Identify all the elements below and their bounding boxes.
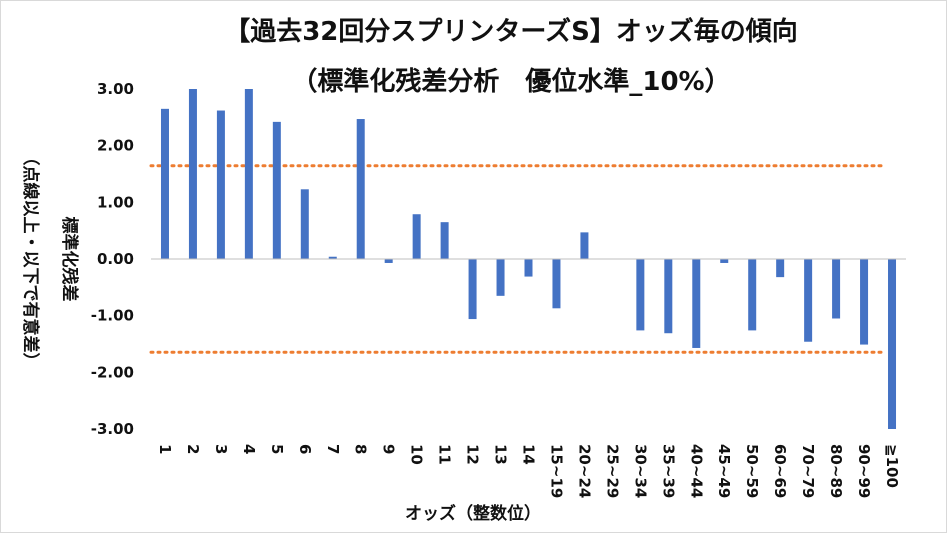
x-tick-label: 2 [184, 444, 202, 454]
x-tick-label: 35~39 [659, 444, 677, 498]
y-tick-label: 2.00 [97, 137, 134, 155]
x-tick-label: 90~99 [855, 444, 873, 498]
x-tick-label: 3 [212, 444, 230, 454]
bar [412, 214, 421, 259]
x-tick-label: 80~89 [827, 444, 845, 498]
x-tick-label: 50~59 [743, 444, 761, 498]
y-tick-label: 1.00 [97, 193, 134, 211]
bar [244, 89, 253, 259]
bar [216, 110, 225, 260]
x-tick-label: 14 [520, 444, 538, 465]
y-tick-label: 3.00 [97, 80, 134, 98]
x-tick-label: 11 [436, 444, 454, 465]
bar [272, 121, 281, 259]
y-tick-label: 0.00 [97, 250, 134, 268]
bar [664, 259, 673, 334]
y-tick-label: -1.00 [91, 307, 134, 325]
chart-subtitle: （標準化残差分析 優位水準_10%） [291, 67, 731, 97]
y-tick-label: -3.00 [91, 420, 134, 438]
x-axis-ticks: 1 2 3 4 5 6 7 8 9 10 11 12 13 14 15~19 20~24 25~29 30~34 3… [156, 444, 901, 498]
bar [804, 259, 813, 342]
x-tick-label: 45~49 [715, 444, 733, 498]
bar [384, 259, 393, 263]
bar [580, 232, 589, 259]
x-tick-label: ≧100 [883, 444, 901, 488]
bar [356, 119, 365, 260]
x-tick-label: 6 [296, 444, 314, 454]
chart-title: 【過去32回分スプリンターズS】オッズ毎の傾向 [224, 17, 798, 47]
x-tick-label: 1 [156, 444, 174, 454]
x-tick-label: 60~69 [771, 444, 789, 498]
x-tick-label: 8 [352, 444, 370, 454]
y-axis-ticks: 3.00 2.00 1.00 0.00 -1.00 -2.00 -3.00 [91, 80, 134, 438]
bar [776, 259, 785, 278]
bar [188, 89, 197, 259]
y-tick-label: -2.00 [91, 363, 134, 381]
x-tick-label: 13 [492, 444, 510, 465]
y-axis-note: （点線以上・以下で有意差） [20, 149, 41, 370]
bar [692, 259, 701, 348]
bars [160, 89, 897, 429]
x-axis-title: オッズ（整数位） [405, 503, 541, 524]
bar [748, 259, 757, 331]
x-tick-label: 10 [408, 444, 426, 465]
bar [468, 259, 477, 320]
bar [524, 259, 533, 277]
bar [440, 222, 449, 259]
x-tick-label: 40~44 [687, 444, 705, 498]
bar [720, 259, 729, 263]
bar [160, 108, 169, 259]
x-tick-label: 12 [464, 444, 482, 465]
x-tick-label: 25~29 [603, 444, 621, 498]
y-axis-title: 標準化残差 [59, 217, 80, 302]
x-tick-label: 9 [380, 444, 398, 454]
x-tick-label: 15~19 [547, 444, 565, 498]
bar [328, 256, 337, 259]
bar [300, 189, 309, 259]
bar [888, 259, 897, 429]
x-tick-label: 70~79 [799, 444, 817, 498]
x-tick-label: 30~34 [631, 444, 649, 498]
bar [552, 259, 561, 309]
bar [832, 259, 841, 319]
x-tick-label: 4 [240, 444, 258, 454]
bar [860, 259, 869, 345]
x-tick-label: 5 [268, 444, 286, 454]
bar [636, 259, 645, 331]
x-tick-label: 7 [324, 444, 342, 454]
x-tick-label: 20~24 [575, 444, 593, 498]
bar [496, 259, 505, 296]
